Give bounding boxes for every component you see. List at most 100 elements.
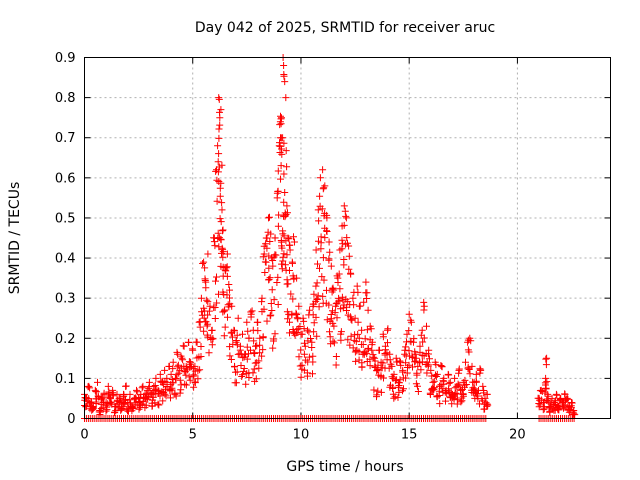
data-point <box>453 390 461 398</box>
data-point <box>253 318 261 326</box>
y-tick-label: 0.4 <box>55 252 76 267</box>
data-point <box>244 327 252 335</box>
data-point <box>215 134 223 142</box>
data-point <box>233 341 241 349</box>
data-point <box>300 350 308 358</box>
data-point <box>212 277 219 285</box>
plot-frame <box>84 57 611 419</box>
data-point <box>480 387 488 394</box>
data-point <box>568 399 576 407</box>
data-point <box>250 365 258 373</box>
data-point <box>274 273 282 281</box>
data-point <box>293 329 301 337</box>
data-point <box>371 357 379 365</box>
data-point <box>233 368 241 376</box>
data-point <box>163 378 171 386</box>
data-point <box>436 400 444 408</box>
x-axis-label: GPS time / hours <box>286 459 403 475</box>
data-point <box>285 235 293 243</box>
data-point <box>268 307 276 314</box>
data-point <box>280 62 288 69</box>
data-point <box>304 372 311 380</box>
data-point <box>283 251 291 259</box>
data-point <box>446 378 454 386</box>
data-point <box>384 339 391 347</box>
data-point <box>282 94 290 102</box>
data-point <box>314 206 322 214</box>
data-point <box>169 365 177 373</box>
data-point <box>196 366 204 374</box>
data-point <box>142 401 150 409</box>
data-point <box>476 366 484 374</box>
data-point <box>319 166 327 174</box>
data-point <box>215 94 223 102</box>
data-point <box>203 296 211 304</box>
data-point <box>175 369 183 377</box>
data-point <box>278 150 286 158</box>
data-point <box>413 369 421 377</box>
data-point <box>330 339 338 347</box>
data-point <box>218 199 226 207</box>
data-point <box>100 389 108 397</box>
data-point <box>151 399 159 407</box>
data-point <box>167 370 175 378</box>
data-point <box>274 167 282 175</box>
data-point <box>340 202 348 210</box>
data-point <box>197 343 205 350</box>
data-point <box>344 239 351 247</box>
data-point <box>316 192 324 200</box>
data-point <box>209 335 217 343</box>
data-point <box>256 334 264 342</box>
data-point <box>458 397 466 405</box>
chart-title: Day 042 of 2025, SRMTID for receiver aru… <box>195 20 495 36</box>
data-point <box>405 310 413 318</box>
data-point <box>316 264 323 272</box>
data-point <box>156 370 164 378</box>
data-point <box>102 407 110 415</box>
data-point <box>215 95 223 103</box>
data-point <box>240 365 248 372</box>
data-point <box>262 240 270 248</box>
data-point <box>277 162 285 170</box>
data-point <box>320 184 328 192</box>
x-tick-label: 5 <box>189 428 197 443</box>
data-point <box>426 355 433 363</box>
data-point <box>258 352 266 360</box>
data-point <box>300 317 308 325</box>
data-point <box>226 286 233 294</box>
data-point <box>204 250 212 258</box>
data-point <box>282 211 290 218</box>
data-point <box>281 189 289 196</box>
data-point <box>202 284 210 292</box>
data-point <box>542 355 550 363</box>
data-point <box>109 389 117 397</box>
data-point <box>84 383 92 391</box>
data-point <box>562 395 570 403</box>
data-point <box>271 234 279 242</box>
data-point <box>259 346 267 354</box>
data-point <box>252 342 259 350</box>
data-point <box>409 354 417 361</box>
data-point <box>465 348 473 356</box>
data-point <box>542 384 550 392</box>
data-point <box>242 380 250 388</box>
data-point <box>432 361 440 369</box>
data-point <box>200 314 208 322</box>
data-point <box>239 330 246 338</box>
data-point <box>316 174 324 182</box>
y-tick-label: 0.2 <box>55 332 76 347</box>
data-point <box>397 361 405 369</box>
data-point <box>286 267 293 274</box>
data-point <box>315 303 323 311</box>
data-point <box>358 359 366 367</box>
data-point <box>298 361 306 369</box>
data-point <box>342 212 350 220</box>
data-point <box>395 388 403 396</box>
data-point <box>424 362 432 370</box>
data-point <box>429 378 437 386</box>
data-point <box>377 388 385 396</box>
data-point <box>396 379 403 387</box>
data-point <box>280 250 288 258</box>
data-point <box>317 245 325 253</box>
data-point <box>263 317 271 325</box>
